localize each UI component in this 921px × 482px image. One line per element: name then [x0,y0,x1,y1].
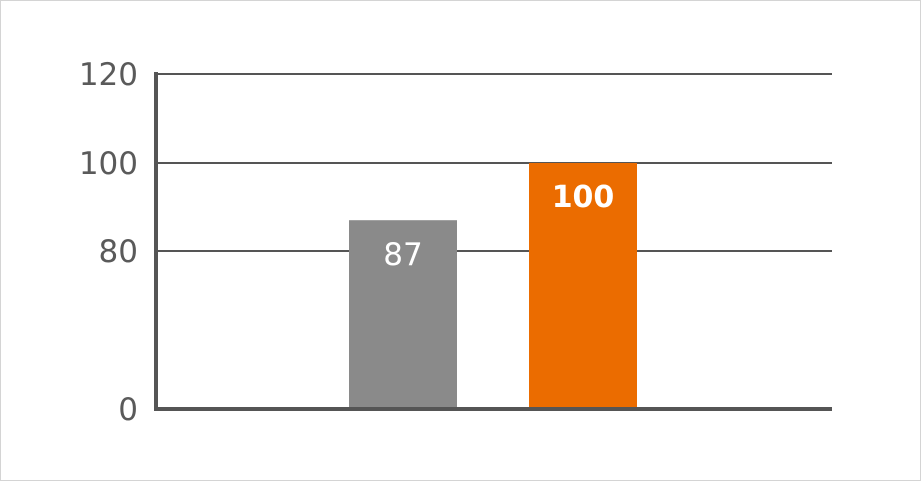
y-tick-label: 80 [99,234,138,270]
data-label: 100 [552,180,615,215]
bar [349,220,457,409]
y-tick-label: 100 [79,146,138,182]
bar [529,163,637,409]
data-label: 87 [383,237,422,273]
y-tick-label: 120 [79,57,138,93]
y-tick-label: 0 [118,392,138,428]
